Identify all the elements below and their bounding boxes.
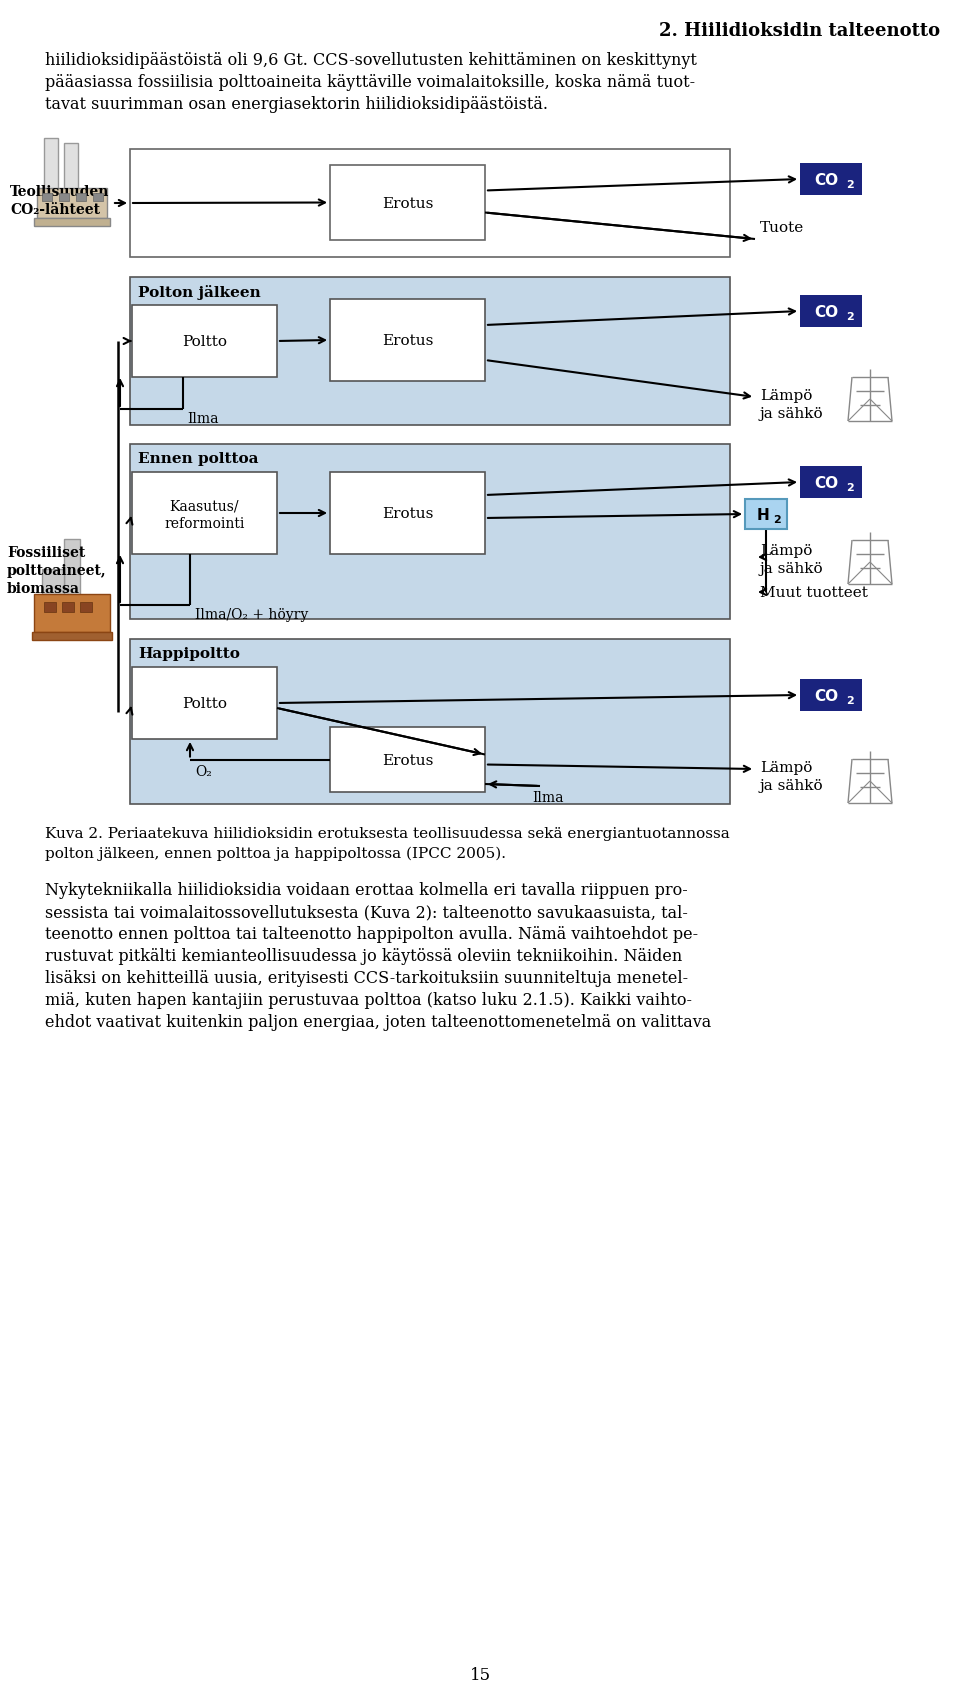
Text: 2. Hiilidioksidin talteenotto: 2. Hiilidioksidin talteenotto	[659, 22, 940, 39]
Text: Tuote: Tuote	[760, 222, 804, 235]
Bar	[800, 164, 862, 196]
Text: Happipoltto: Happipoltto	[138, 646, 240, 660]
Text: 2: 2	[846, 179, 853, 189]
Text: ja sähkö: ja sähkö	[760, 779, 824, 793]
Text: reformointi: reformointi	[164, 517, 245, 530]
Text: Poltto: Poltto	[182, 697, 227, 711]
Text: pääasiassa fossiilisia polttoaineita käyttäville voimalaitoksille, koska nämä tu: pääasiassa fossiilisia polttoaineita käy…	[45, 73, 695, 90]
Text: Kuva 2. Periaatekuva hiilidioksidin erotuksesta teollisuudessa sekä energiantuot: Kuva 2. Periaatekuva hiilidioksidin erot…	[45, 827, 730, 841]
Bar	[32, 633, 112, 641]
Text: Muut tuotteet: Muut tuotteet	[760, 585, 868, 600]
Text: CO: CO	[814, 303, 838, 319]
Text: biomassa: biomassa	[7, 581, 80, 595]
Text: tavat suurimman osan energiasektorin hiilidioksidipäästöistä.: tavat suurimman osan energiasektorin hii…	[45, 95, 548, 113]
Bar	[330, 165, 485, 240]
Bar	[800, 467, 862, 498]
Text: CO: CO	[814, 689, 838, 702]
Text: Erotus: Erotus	[382, 196, 433, 210]
Bar	[64, 540, 80, 600]
Bar	[59, 194, 69, 201]
Bar	[132, 668, 277, 740]
Bar	[80, 602, 92, 612]
Text: O₂: O₂	[195, 764, 212, 777]
Text: CO: CO	[814, 476, 838, 491]
Bar	[330, 728, 485, 793]
Text: hiilidioksidipäästöistä oli 9,6 Gt. CCS-sovellutusten kehittäminen on keskittyny: hiilidioksidipäästöistä oli 9,6 Gt. CCS-…	[45, 51, 697, 68]
Text: 15: 15	[469, 1666, 491, 1683]
Text: 2: 2	[773, 515, 780, 525]
Text: teenotto ennen polttoa tai talteenotto happipolton avulla. Nämä vaihtoehdot pe-: teenotto ennen polttoa tai talteenotto h…	[45, 926, 698, 943]
Bar	[62, 602, 74, 612]
Text: lisäksi on kehitteillä uusia, erityisesti CCS-tarkoituksiin suunniteltuja menete: lisäksi on kehitteillä uusia, erityisest…	[45, 970, 688, 987]
Text: ehdot vaativat kuitenkin paljon energiaa, joten talteenottomenetelmä on valittav: ehdot vaativat kuitenkin paljon energiaa…	[45, 1013, 711, 1030]
Bar	[130, 445, 730, 619]
Text: Fossiiliset: Fossiiliset	[7, 546, 85, 559]
Bar	[745, 500, 787, 530]
Text: 2: 2	[846, 483, 853, 493]
Text: Teollisuuden: Teollisuuden	[10, 184, 109, 199]
Bar	[330, 300, 485, 382]
Text: Lämpö: Lämpö	[760, 760, 812, 774]
Bar	[800, 680, 862, 711]
Text: 2: 2	[846, 696, 853, 706]
Bar	[42, 569, 64, 605]
Text: Kaasutus/: Kaasutus/	[170, 498, 239, 513]
Text: rustuvat pitkälti kemianteollisuudessa jo käytössä oleviin tekniikoihin. Näiden: rustuvat pitkälti kemianteollisuudessa j…	[45, 948, 683, 965]
Text: Nykytekniikalla hiilidioksidia voidaan erottaa kolmella eri tavalla riippuen pro: Nykytekniikalla hiilidioksidia voidaan e…	[45, 881, 687, 899]
Bar	[130, 150, 730, 257]
Bar	[132, 472, 277, 554]
Text: polton jälkeen, ennen polttoa ja happipoltossa (IPCC 2005).: polton jälkeen, ennen polttoa ja happipo…	[45, 846, 506, 861]
Bar	[130, 278, 730, 426]
Text: Ilma: Ilma	[532, 791, 564, 805]
Bar	[93, 194, 103, 201]
Text: Lämpö: Lämpö	[760, 389, 812, 402]
Text: ja sähkö: ja sähkö	[760, 407, 824, 421]
Text: sessista tai voimalaitossovellutuksesta (Kuva 2): talteenotto savukaasuista, tal: sessista tai voimalaitossovellutuksesta …	[45, 904, 688, 921]
Text: Ennen polttoa: Ennen polttoa	[138, 452, 258, 465]
Bar	[330, 472, 485, 554]
Bar	[130, 639, 730, 805]
Bar	[76, 194, 86, 201]
Bar	[132, 305, 277, 379]
Text: Polton jälkeen: Polton jälkeen	[138, 285, 261, 300]
Text: Erotus: Erotus	[382, 754, 433, 767]
Text: Lämpö: Lämpö	[760, 544, 812, 558]
Text: miä, kuten hapen kantajiin perustuvaa polttoa (katso luku 2.1.5). Kaikki vaihto-: miä, kuten hapen kantajiin perustuvaa po…	[45, 991, 692, 1008]
Bar	[800, 297, 862, 327]
Bar	[64, 143, 78, 194]
Text: Ilma: Ilma	[188, 413, 219, 426]
Text: Erotus: Erotus	[382, 506, 433, 520]
Text: ja sähkö: ja sähkö	[760, 561, 824, 576]
Text: CO₂-lähteet: CO₂-lähteet	[10, 203, 100, 217]
Bar	[42, 194, 52, 201]
Text: Poltto: Poltto	[182, 334, 227, 350]
Text: 2: 2	[846, 312, 853, 322]
Text: Erotus: Erotus	[382, 334, 433, 348]
Text: CO: CO	[814, 172, 838, 188]
Bar	[44, 602, 56, 612]
Bar	[34, 218, 110, 227]
Text: H: H	[756, 506, 769, 522]
Bar	[37, 189, 107, 218]
Text: Ilma/O₂ + höyry: Ilma/O₂ + höyry	[195, 607, 308, 622]
Bar	[34, 595, 110, 633]
Bar	[44, 138, 58, 194]
Text: polttoaineet,: polttoaineet,	[7, 563, 107, 578]
